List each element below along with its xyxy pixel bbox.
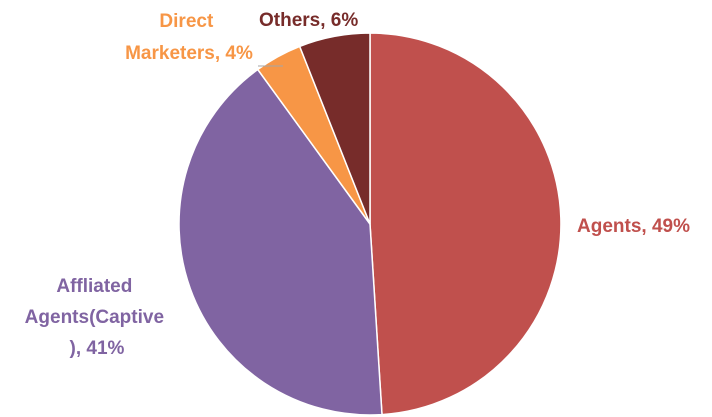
slice-label-direct-marketers-line-1: Direct — [159, 11, 214, 32]
slice-label-others: Others, 6% — [259, 10, 358, 31]
pie-slice-others — [298, 32, 371, 225]
slice-label-affiliated-agents-line-1: Affliated — [56, 276, 132, 297]
slice-label-affiliated-agents-line-3: ), 41% — [70, 338, 125, 359]
slice-label-agents: Agents, 49% — [577, 216, 690, 237]
slice-label-affiliated-agents-line-2: Agents(Captive — [25, 307, 164, 328]
pie-slice-agents — [369, 32, 562, 416]
slice-label-direct-marketers-line-2: Marketers, 4% — [125, 43, 253, 64]
pie-slice-affliated-agents-captive — [178, 68, 383, 416]
pie-slices — [178, 32, 562, 416]
slice-label-direct-marketers: Direct Marketers, 4% — [125, 11, 253, 64]
slice-label-affiliated-agents: Affliated Agents(Captive ), 41% — [25, 276, 170, 359]
